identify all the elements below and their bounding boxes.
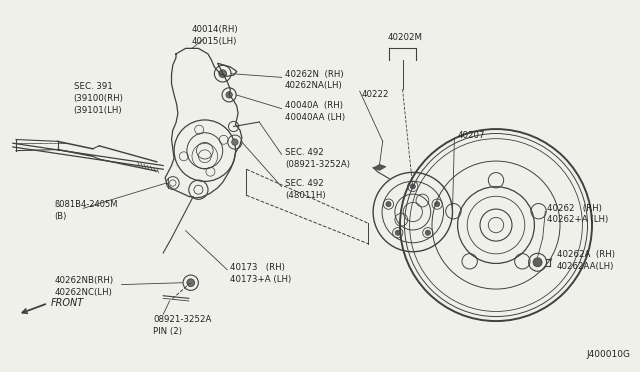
Text: SEC. 492
(48011H): SEC. 492 (48011H) [285, 179, 325, 200]
Text: 40202M: 40202M [387, 33, 422, 42]
Text: 40262N  (RH)
40262NA(LH): 40262N (RH) 40262NA(LH) [285, 70, 344, 90]
Ellipse shape [226, 92, 232, 98]
Text: 40207: 40207 [458, 131, 485, 140]
Text: 40262   (RH)
40262+A (LH): 40262 (RH) 40262+A (LH) [547, 203, 609, 224]
Text: ß081B4-2405M
(B): ß081B4-2405M (B) [54, 200, 118, 221]
Text: FRONT: FRONT [51, 298, 84, 308]
Text: 40222: 40222 [362, 90, 389, 99]
Ellipse shape [426, 230, 431, 235]
Ellipse shape [386, 202, 391, 207]
Ellipse shape [435, 202, 440, 207]
Text: 40262A  (RH)
40262AA(LH): 40262A (RH) 40262AA(LH) [557, 250, 615, 271]
Text: 40262NB(RH)
40262NC(LH): 40262NB(RH) 40262NC(LH) [54, 276, 113, 297]
Ellipse shape [533, 258, 542, 267]
Text: 40040A  (RH)
40040AA (LH): 40040A (RH) 40040AA (LH) [285, 101, 345, 122]
Text: SEC. 391
(39100(RH)
(39101(LH): SEC. 391 (39100(RH) (39101(LH) [74, 82, 124, 115]
Text: 08921-3252A
PIN (2): 08921-3252A PIN (2) [153, 315, 212, 336]
Ellipse shape [219, 70, 227, 77]
Ellipse shape [410, 184, 415, 189]
Text: 40014(RH)
40015(LH): 40014(RH) 40015(LH) [191, 25, 237, 46]
Ellipse shape [395, 230, 400, 235]
Text: SEC. 492
(08921-3252A): SEC. 492 (08921-3252A) [285, 148, 350, 169]
Polygon shape [373, 164, 386, 170]
Text: 40173   (RH)
40173+A (LH): 40173 (RH) 40173+A (LH) [230, 263, 292, 284]
Ellipse shape [187, 279, 195, 286]
Ellipse shape [232, 139, 238, 145]
Text: J400010G: J400010G [586, 350, 630, 359]
